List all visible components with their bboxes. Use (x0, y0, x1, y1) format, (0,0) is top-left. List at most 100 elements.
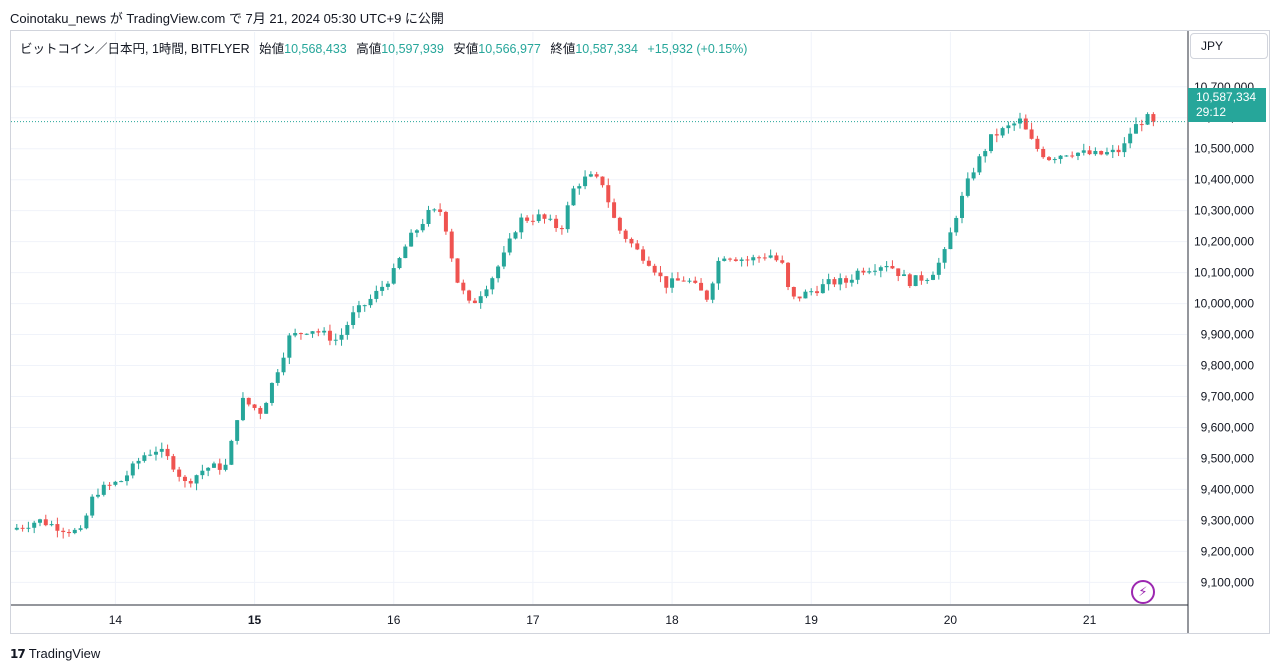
candle-body (1110, 149, 1115, 153)
close-value: 10,587,334 (575, 42, 638, 56)
candle-body (32, 522, 37, 528)
candle-body (559, 228, 564, 230)
price-tick-label: 10,300,000 (1194, 204, 1254, 218)
candle-body (414, 230, 419, 233)
brand-name: TradingView (28, 646, 101, 661)
chart-frame (10, 30, 1270, 634)
candle-body (1052, 159, 1057, 161)
candle-body (844, 278, 849, 283)
candle-body (565, 205, 570, 230)
candle-body (95, 494, 100, 497)
candle-body (368, 298, 373, 306)
candle-body (478, 296, 483, 304)
candle-body (1081, 150, 1086, 153)
candle-body (606, 185, 611, 203)
candle-body (130, 463, 135, 476)
candle-body (240, 397, 245, 421)
candle-body (432, 209, 437, 211)
candle-body (820, 284, 825, 294)
candle-body (571, 188, 576, 206)
currency-selector[interactable]: JPY (1190, 33, 1268, 59)
candle-body (281, 357, 286, 373)
candle-body (954, 217, 959, 233)
candle-body (861, 270, 866, 273)
candle-body (142, 455, 147, 461)
candle-body (774, 255, 779, 261)
candle-body (745, 259, 750, 261)
candle-body (438, 209, 443, 212)
candle-body (356, 305, 361, 313)
candle-body (612, 202, 617, 218)
candle-body (931, 274, 936, 280)
candle-body (1012, 123, 1017, 126)
lightning-icon[interactable]: ⚡ (1131, 580, 1155, 604)
candle-body (101, 484, 106, 495)
candle-body (948, 232, 953, 250)
candle-body (1070, 155, 1075, 157)
candle-body (554, 218, 559, 229)
candle-body (90, 496, 95, 516)
candle-body (594, 174, 599, 177)
candle-body (426, 209, 431, 224)
candle-body (66, 532, 71, 534)
candle-body (838, 278, 843, 285)
candle-body (1075, 152, 1080, 156)
candle-body (1139, 124, 1144, 126)
price-tick-label: 10,200,000 (1194, 235, 1254, 249)
candle-body (351, 312, 356, 326)
candle-body (217, 463, 222, 470)
candle-body (37, 519, 42, 523)
candle-body (1151, 114, 1156, 122)
candle-body (269, 382, 274, 403)
candle-body (925, 279, 930, 281)
candle-body (322, 330, 327, 333)
candle-body (548, 218, 553, 220)
candle-body (229, 440, 234, 465)
candle-body (275, 372, 280, 383)
candle-body (1104, 152, 1109, 155)
candle-body (919, 275, 924, 281)
chart-grid (11, 32, 1187, 604)
candle-body (664, 276, 669, 288)
candle-body (107, 484, 112, 486)
candle-body (316, 331, 321, 333)
candle-body (403, 246, 408, 259)
candle-body (867, 271, 872, 273)
price-tick-label: 10,400,000 (1194, 173, 1254, 187)
time-tick-label: 18 (665, 613, 679, 627)
candle-body (153, 451, 158, 455)
candle-body (235, 420, 240, 441)
candle-body (733, 259, 738, 261)
candle-body (1041, 149, 1046, 158)
candle-body (20, 527, 25, 529)
time-tick-label: 20 (944, 613, 958, 627)
candle-body (942, 249, 947, 263)
candle-body (501, 252, 506, 267)
candle-body (443, 211, 448, 232)
time-tick-label: 21 (1083, 613, 1097, 627)
time-tick-label: 17 (526, 613, 540, 627)
candle-body (670, 278, 675, 288)
candle-body (159, 448, 164, 452)
candle-body (768, 255, 773, 258)
high-value: 10,597,939 (381, 42, 444, 56)
time-tick-label: 16 (387, 613, 401, 627)
candle-body (124, 475, 129, 482)
candle-body (635, 243, 640, 250)
candle-body (362, 305, 367, 307)
price-tick-label: 9,400,000 (1201, 482, 1255, 496)
candle-body (1133, 124, 1138, 134)
candle-body (757, 257, 762, 259)
candle-body (786, 262, 791, 288)
candle-body (617, 217, 622, 231)
candle-body (339, 334, 344, 340)
high-label: 高値 (356, 42, 382, 56)
candle-body (873, 270, 878, 272)
candle-body (1087, 150, 1092, 155)
price-tick-label: 9,800,000 (1201, 359, 1255, 373)
price-tick-label: 10,100,000 (1194, 266, 1254, 280)
candle-body (629, 238, 634, 244)
symbol-legend: ビットコイン／日本円, 1時間, BITFLYER 始値10,568,433 高… (20, 38, 747, 57)
candle-body (1058, 155, 1063, 160)
